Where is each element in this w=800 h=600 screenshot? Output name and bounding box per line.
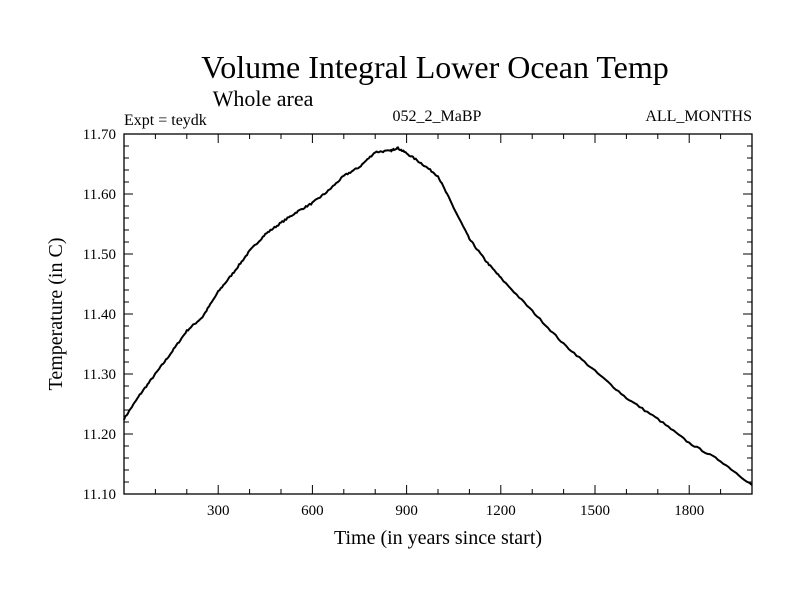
chart-title: Volume Integral Lower Ocean Temp <box>201 49 669 85</box>
months-annotation: ALL_MONTHS <box>645 108 752 125</box>
x-tick-label: 1500 <box>580 503 610 519</box>
y-tick-label: 11.30 <box>83 367 116 383</box>
x-tick-label: 1200 <box>486 503 516 519</box>
y-axis-ticks <box>124 145 752 483</box>
y-axis-label: Temperature (in C) <box>45 238 67 391</box>
plot-frame <box>123 133 753 495</box>
x-tick-label: 600 <box>301 503 324 519</box>
x-axis-ticks <box>154 134 722 494</box>
chart-subtitle: Whole area <box>213 86 314 111</box>
y-tick-label: 11.60 <box>83 187 116 203</box>
y-axis-tick-labels: 11.10 11.20 11.30 11.40 11.50 11.60 11.70 <box>83 127 116 503</box>
series-line <box>123 146 753 486</box>
y-tick-label: 11.20 <box>83 427 116 443</box>
y-tick-label: 11.70 <box>83 127 116 143</box>
experiment-id-annotation: 052_2_MaBP <box>393 108 482 125</box>
y-tick-label: 11.10 <box>83 487 116 503</box>
series-group <box>123 146 753 486</box>
x-tick-label: 1800 <box>674 503 704 519</box>
y-tick-label: 11.40 <box>83 307 116 323</box>
x-tick-label: 300 <box>207 503 230 519</box>
experiment-annotation: Expt = teydk <box>124 112 207 129</box>
x-tick-label: 900 <box>395 503 418 519</box>
x-axis-label: Time (in years since start) <box>334 527 542 549</box>
x-axis-tick-labels: 300 600 900 1200 1500 1800 <box>207 503 704 519</box>
y-tick-label: 11.50 <box>83 247 116 263</box>
